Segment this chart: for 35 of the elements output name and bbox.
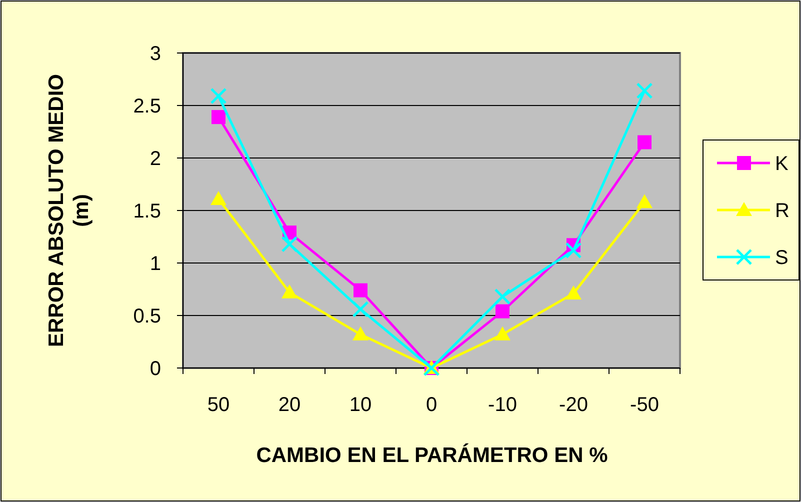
point: [354, 283, 368, 298]
point: [352, 326, 368, 340]
point: [212, 110, 226, 124]
legend-label: K: [775, 153, 789, 175]
point: [282, 284, 298, 298]
point: [638, 135, 652, 150]
point: [494, 326, 510, 340]
point: [496, 304, 510, 318]
x-tick-label: 0: [426, 394, 438, 416]
y-tick-label: 2: [150, 148, 161, 170]
point: [636, 82, 653, 100]
y-tick-label: 1.5: [133, 200, 161, 222]
point: [565, 242, 582, 259]
x-tick-label: 50: [207, 394, 230, 416]
x-tick-label: 10: [349, 394, 372, 416]
legend-label: R: [775, 200, 790, 222]
x-tick-label: -10: [488, 394, 517, 416]
y-tick-label: 3: [150, 43, 161, 65]
legend-label: S: [775, 247, 788, 269]
point: [494, 288, 511, 305]
x-axis-title: CAMBIO EN EL PARÁMETRO EN %: [256, 443, 608, 467]
x-tick-label: -20: [559, 394, 588, 416]
point: [210, 88, 227, 104]
x-tick-label: 20: [278, 394, 301, 416]
y-tick-label: 1: [150, 253, 161, 275]
x-tick-label: -50: [630, 394, 659, 416]
y-axis-title: ERROR ABSOLUTO MEDIO (m): [44, 74, 94, 348]
y-tick-label: 2.5: [133, 96, 161, 118]
point: [210, 190, 226, 205]
point: [352, 300, 369, 318]
y-tick-label: 0.5: [133, 306, 161, 328]
y-tick-label: 0: [150, 358, 161, 380]
point: [281, 236, 298, 252]
point: [636, 194, 652, 208]
point: [566, 285, 582, 300]
